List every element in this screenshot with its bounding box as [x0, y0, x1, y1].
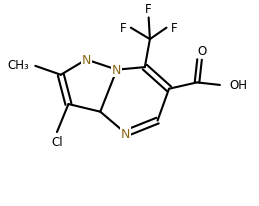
Text: N: N — [82, 54, 91, 67]
Text: F: F — [145, 3, 152, 16]
Text: CH₃: CH₃ — [7, 59, 29, 72]
Text: N: N — [112, 64, 121, 77]
Text: O: O — [197, 45, 207, 58]
Text: F: F — [120, 22, 126, 35]
Text: Cl: Cl — [51, 136, 63, 149]
Text: OH: OH — [230, 79, 248, 92]
Text: N: N — [121, 127, 131, 140]
Text: F: F — [171, 22, 177, 35]
